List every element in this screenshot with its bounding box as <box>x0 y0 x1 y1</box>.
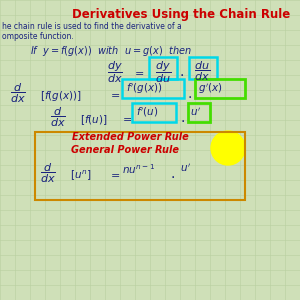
Text: $\dfrac{dy}{dx}$: $\dfrac{dy}{dx}$ <box>107 60 123 85</box>
Text: $=$: $=$ <box>120 113 132 123</box>
Text: $[u^n]$: $[u^n]$ <box>70 169 91 183</box>
Text: Extended Power Rule: Extended Power Rule <box>72 132 188 142</box>
Text: $=$: $=$ <box>132 67 144 77</box>
Text: General Power Rule: General Power Rule <box>71 145 179 155</box>
Text: $=$: $=$ <box>108 89 120 99</box>
Text: omposite function.: omposite function. <box>2 32 74 41</box>
Circle shape <box>211 131 245 165</box>
Text: $[f(g(x))]$: $[f(g(x))]$ <box>40 89 82 103</box>
Text: $\cdot$: $\cdot$ <box>178 67 184 81</box>
Text: Derivatives Using the Chain Rule: Derivatives Using the Chain Rule <box>72 8 290 21</box>
Text: $nu^{n-1}$: $nu^{n-1}$ <box>122 162 155 176</box>
Text: he chain rule is used to find the derivative of a: he chain rule is used to find the deriva… <box>2 22 182 31</box>
Text: $\dfrac{d}{dx}$: $\dfrac{d}{dx}$ <box>50 106 66 130</box>
Text: $\dfrac{du}{dx}$: $\dfrac{du}{dx}$ <box>194 60 210 83</box>
Text: $=$: $=$ <box>108 169 120 179</box>
Text: $u'$: $u'$ <box>180 162 191 174</box>
Text: $\cdot$: $\cdot$ <box>179 113 184 127</box>
Text: $\it{If}\ \ \it{y} = \it{f}(\it{g}(\it{x}))\ \ \it{with}\ \ \it{u} = \it{g}(\it{: $\it{If}\ \ \it{y} = \it{f}(\it{g}(\it{x… <box>30 44 192 58</box>
Text: $[f(u)]$: $[f(u)]$ <box>80 113 108 127</box>
Text: $u'$: $u'$ <box>190 106 201 118</box>
Text: $\cdot$: $\cdot$ <box>169 169 175 183</box>
Text: $g'(x)$: $g'(x)$ <box>198 82 223 96</box>
Text: $f'(g(x))$: $f'(g(x))$ <box>126 82 163 96</box>
Text: $\cdot$: $\cdot$ <box>187 89 191 103</box>
Text: $f'(u)$: $f'(u)$ <box>136 106 158 119</box>
Text: $\dfrac{dy}{du}$: $\dfrac{dy}{du}$ <box>155 60 171 85</box>
Text: $\dfrac{d}{dx}$: $\dfrac{d}{dx}$ <box>10 82 26 106</box>
Text: $\dfrac{d}{dx}$: $\dfrac{d}{dx}$ <box>40 162 56 185</box>
